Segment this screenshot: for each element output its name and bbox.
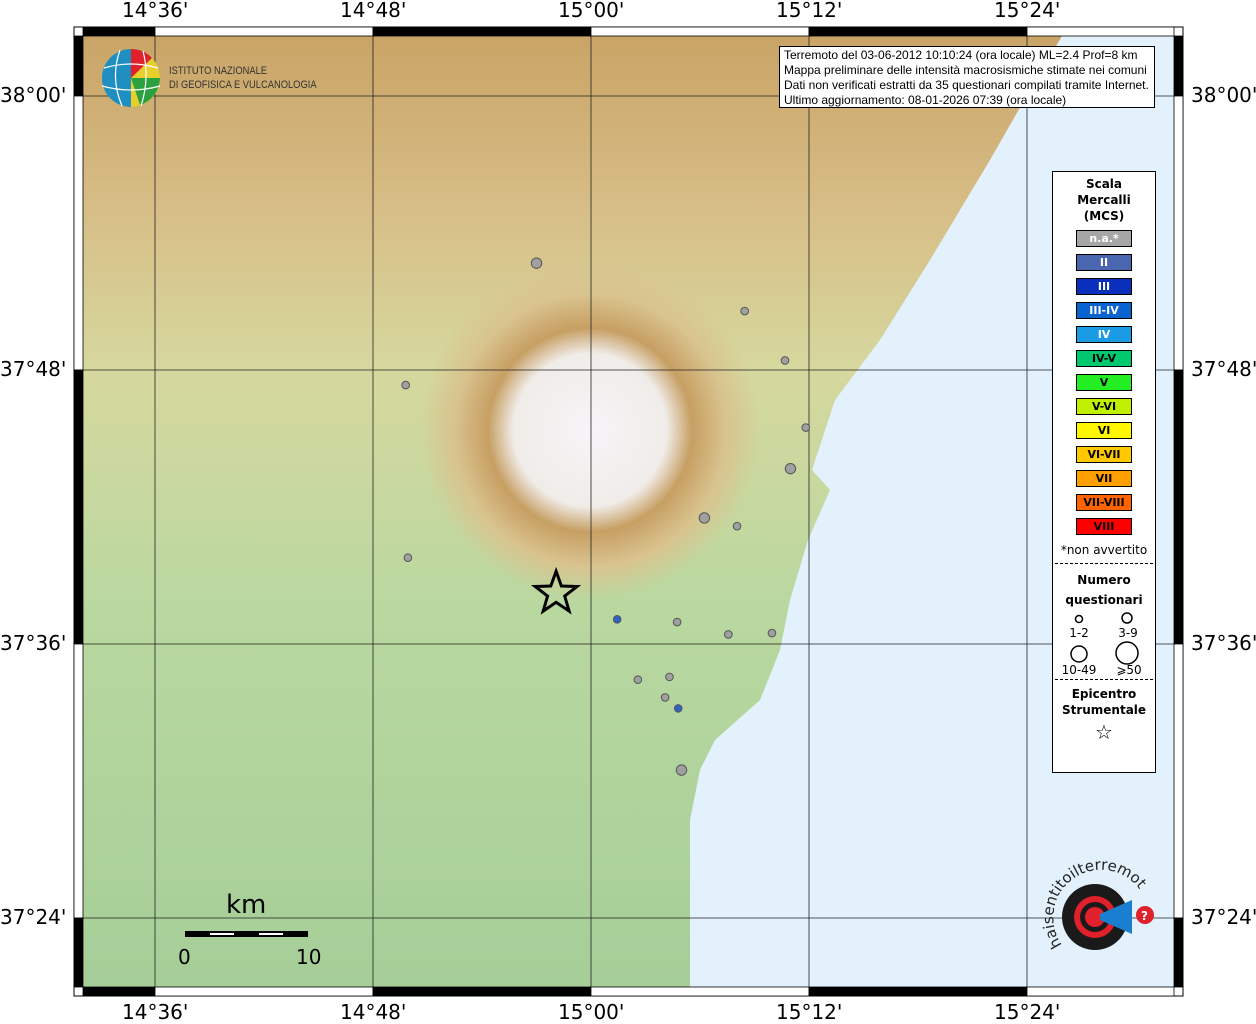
scale-bar [185, 931, 308, 937]
intensity-point[interactable] [767, 628, 777, 638]
intensity-point[interactable] [403, 553, 413, 562]
lat-tick-label: 37°24' [0, 905, 67, 929]
legend-swatch: V [1076, 374, 1132, 391]
legend-swatch: III-IV [1076, 302, 1132, 319]
intensity-point[interactable] [612, 615, 622, 624]
map-frame [73, 26, 1184, 997]
info-line: Ultimo aggiornamento: 08-01-2026 07:39 (… [784, 93, 1067, 107]
lat-tick-label: 37°24' [1191, 905, 1256, 929]
lat-tick-label: 37°48' [1191, 357, 1256, 381]
legend-swatch: III [1076, 278, 1132, 295]
info-line: Mappa preliminare delle intensità macros… [784, 63, 1147, 77]
lon-tick-label: 15°24' [994, 0, 1061, 22]
intensity-point[interactable] [698, 512, 711, 524]
legend-swatch: V-VI [1076, 398, 1132, 415]
lon-tick-label: 14°36' [122, 1000, 189, 1024]
graticule [83, 36, 1174, 987]
lat-tick-label: 37°36' [1191, 631, 1256, 655]
count-3-9: 3-9 [1118, 626, 1138, 640]
epicenter-legend-star-icon: ☆ [1095, 720, 1113, 744]
intensity-point[interactable] [633, 675, 643, 684]
scale-end: 10 [296, 945, 322, 969]
intensity-point[interactable] [660, 693, 670, 702]
intensity-point[interactable] [665, 672, 674, 682]
info-line: Dati non verificati estratti da 35 quest… [784, 78, 1149, 92]
lat-tick-label: 37°48' [0, 357, 67, 381]
legend-swatch: VII-VIII [1076, 494, 1132, 511]
ingv-line2: DI GEOFISICA E VULCANOLOGIA [169, 79, 317, 91]
intensity-point[interactable] [732, 521, 742, 531]
intensity-point[interactable] [675, 764, 688, 776]
ingv-name: ISTITUTO NAZIONALE DI GEOFISICA E VULCAN… [169, 64, 317, 92]
scale-start: 0 [178, 945, 191, 969]
count-1-2: 1-2 [1069, 626, 1089, 640]
count-size-legend: 1-2 3-9 10-49 ⩾50 [1062, 612, 1142, 677]
lon-tick-label: 15°12' [776, 0, 843, 22]
lat-tick-label: 37°36' [0, 631, 67, 655]
etna-volcano [415, 260, 765, 600]
legend-swatch: n.a.* [1076, 230, 1132, 247]
ingv-logo [101, 49, 161, 107]
epicenter-star-icon[interactable] [530, 566, 582, 615]
legend-swatch: VII [1076, 470, 1132, 487]
lat-tick-label: 38°00' [0, 83, 67, 107]
intensity-point[interactable] [530, 257, 543, 269]
lon-tick-label: 15°24' [994, 1000, 1061, 1024]
intensity-point[interactable] [784, 462, 797, 475]
count-50: ⩾50 [1116, 663, 1141, 676]
intensity-points [401, 257, 811, 776]
intensity-point[interactable] [801, 423, 811, 432]
legend-note: *non avvertito [1060, 543, 1148, 557]
intensity-point[interactable] [724, 630, 733, 639]
lon-tick-label: 15°12' [776, 1000, 843, 1024]
legend-swatch: VIII [1076, 518, 1132, 535]
scale-unit: km [226, 890, 267, 920]
event-info-box: Terremoto del 03-06-2012 10:10:24 (ora l… [779, 46, 1155, 108]
svg-text:?: ? [1141, 909, 1148, 923]
legend-swatch: VI-VII [1076, 446, 1132, 463]
legend-swatch: II [1076, 254, 1132, 271]
intensity-point[interactable] [740, 306, 749, 316]
lat-tick-label: 38°00' [1191, 83, 1256, 107]
intensity-point[interactable] [401, 380, 411, 390]
legend-swatch: VI [1076, 422, 1132, 439]
ingv-line1: ISTITUTO NAZIONALE [169, 65, 268, 77]
lon-tick-label: 14°36' [122, 0, 189, 22]
legend-title: Scala Mercalli (MCS) [1077, 177, 1131, 223]
legend: Scala Mercalli (MCS) n.a.* II III III-IV IV I… [1052, 171, 1156, 773]
intensity-point[interactable] [780, 356, 790, 365]
legend-swatch: IV [1076, 326, 1132, 343]
lon-tick-label: 15°00' [558, 1000, 625, 1024]
legend-swatch: IV-V [1076, 350, 1132, 367]
intensity-point[interactable] [673, 704, 683, 713]
lon-tick-label: 14°48' [340, 0, 407, 22]
lon-tick-label: 15°00' [558, 0, 625, 22]
count-10-49: 10-49 [1062, 663, 1097, 676]
lon-tick-label: 14°48' [340, 1000, 407, 1024]
info-line: Terremoto del 03-06-2012 10:10:24 (ora l… [784, 48, 1138, 62]
intensity-point[interactable] [672, 617, 682, 627]
